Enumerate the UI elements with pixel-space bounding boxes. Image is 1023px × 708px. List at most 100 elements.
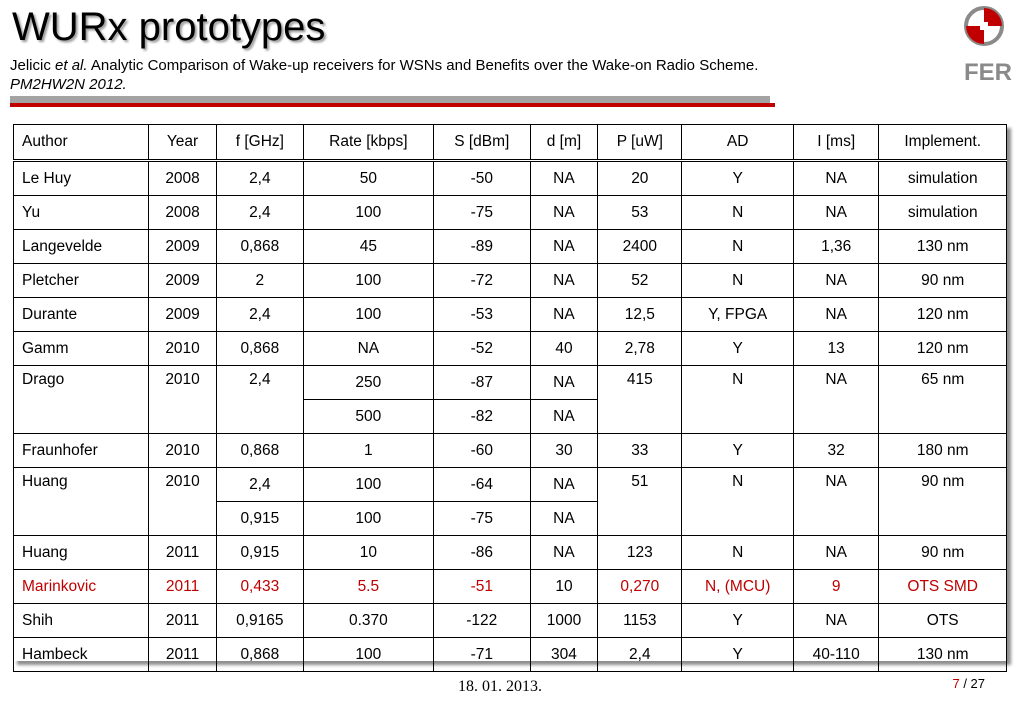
page-number: 7 / 27 xyxy=(952,676,985,691)
cell: 53 xyxy=(597,195,683,230)
cell: 2008 xyxy=(148,195,217,230)
cell: 100 xyxy=(302,195,434,230)
cell: 50 xyxy=(302,160,434,196)
cell: 1,36 xyxy=(792,229,880,264)
cell: 0,915 xyxy=(215,535,304,570)
cell: 0,9165 xyxy=(215,603,304,638)
table-row: Huang 2011 0,915 10 -86 NA 123 N NA 90 n… xyxy=(12,535,1007,570)
citation-author: Jelicic xyxy=(10,57,56,74)
cell: NA xyxy=(529,365,599,400)
cell: 13 xyxy=(792,331,880,366)
cell: Drago xyxy=(12,365,150,434)
cell: Durante xyxy=(12,297,150,332)
cell: 10 xyxy=(302,535,434,570)
cell: NA xyxy=(792,467,880,536)
prototype-table-wrapper: Author Year f [GHz] Rate [kbps] S [dBm] … xyxy=(12,124,1007,672)
cell: 30 xyxy=(529,433,599,468)
cell: 100 xyxy=(302,637,434,672)
cell: 304 xyxy=(529,637,599,672)
cell: -51 xyxy=(432,569,531,604)
cell: 2,4 xyxy=(215,467,304,502)
citation-etal: et al. xyxy=(55,57,88,74)
cell: 10 xyxy=(529,569,599,604)
cell: 2,4 xyxy=(597,637,683,672)
title-underline-gray xyxy=(10,96,770,103)
cell: 2010 xyxy=(148,331,217,366)
table-row: 500 -82 NA xyxy=(14,399,1007,434)
table-row: Langevelde 2009 0,868 45 -89 NA 2400 N 1… xyxy=(12,229,1007,264)
cell: 2011 xyxy=(148,603,217,638)
cell: 120 nm xyxy=(878,297,1007,332)
cell: -72 xyxy=(432,263,531,298)
citation-text: Analytic Comparison of Wake-up receivers… xyxy=(87,57,759,74)
cell: 100 xyxy=(302,297,434,332)
cell: 0,868 xyxy=(215,637,304,672)
cell: NA xyxy=(529,467,599,502)
cell: NA xyxy=(529,229,599,264)
cell: 32 xyxy=(792,433,880,468)
cell: 2011 xyxy=(148,569,217,604)
cell: 123 xyxy=(597,535,683,570)
cell: Huang xyxy=(12,535,150,570)
cell: 2011 xyxy=(148,535,217,570)
cell: 2010 xyxy=(148,433,217,468)
cell: 40-110 xyxy=(792,637,880,672)
cell: 51 xyxy=(597,467,683,536)
fer-logo: FER xyxy=(960,4,1018,86)
cell: 2,4 xyxy=(215,160,304,196)
cell: 2010 xyxy=(148,467,217,536)
cell: 415 xyxy=(597,365,683,434)
cell: 90 nm xyxy=(878,263,1007,298)
cell: NA xyxy=(529,195,599,230)
table-row: Pletcher 2009 2 100 -72 NA 52 N NA 90 nm xyxy=(12,263,1007,298)
cell: NA xyxy=(529,263,599,298)
cell: Shih xyxy=(12,603,150,638)
cell: 130 nm xyxy=(878,229,1007,264)
cell: 0.370 xyxy=(302,603,434,638)
cell: 500 xyxy=(302,399,434,434)
cell: -75 xyxy=(432,195,531,230)
header-rate: Rate [kbps] xyxy=(302,124,434,162)
cell: Langevelde xyxy=(12,229,150,264)
cell: Marinkovic xyxy=(12,569,150,604)
cell: NA xyxy=(792,297,880,332)
citation-venue: PM2HW2N 2012. xyxy=(10,76,127,93)
cell: 5.5 xyxy=(302,569,434,604)
cell: 40 xyxy=(529,331,599,366)
cell: 180 nm xyxy=(878,433,1007,468)
cell: Fraunhofer xyxy=(12,433,150,468)
cell: NA xyxy=(792,365,880,434)
cell: Huang xyxy=(12,467,150,536)
cell: NA xyxy=(302,331,434,366)
slide-title: WURx prototypes xyxy=(12,5,326,49)
table-row-highlighted: Marinkovic 2011 0,433 5.5 -51 10 0,270 N… xyxy=(12,569,1007,604)
cell: -50 xyxy=(432,160,531,196)
cell: NA xyxy=(529,501,599,536)
table-row: Fraunhofer 2010 0,868 1 -60 30 33 Y 32 1… xyxy=(12,433,1007,468)
cell: -53 xyxy=(432,297,531,332)
cell: 1000 xyxy=(529,603,599,638)
cell: N xyxy=(681,195,794,230)
cell: NA xyxy=(792,603,880,638)
cell: 2009 xyxy=(148,263,217,298)
header-implementation: Implement. xyxy=(878,124,1007,162)
cell: 2009 xyxy=(148,297,217,332)
cell: NA xyxy=(529,297,599,332)
cell: -60 xyxy=(432,433,531,468)
cell: -71 xyxy=(432,637,531,672)
cell: 9 xyxy=(792,569,880,604)
cell: NA xyxy=(792,195,880,230)
header-power: P [uW] xyxy=(597,124,683,162)
cell: Y xyxy=(681,637,794,672)
cell: 90 nm xyxy=(878,535,1007,570)
header-year: Year xyxy=(148,124,217,162)
header-author: Author xyxy=(12,124,150,162)
cell: simulation xyxy=(878,195,1007,230)
cell: 2008 xyxy=(148,160,217,196)
cell: Y xyxy=(681,160,794,196)
page-current: 7 xyxy=(952,676,960,691)
cell: NA xyxy=(529,399,599,434)
cell: 2 xyxy=(215,263,304,298)
cell: 0,868 xyxy=(215,433,304,468)
cell: NA xyxy=(792,535,880,570)
